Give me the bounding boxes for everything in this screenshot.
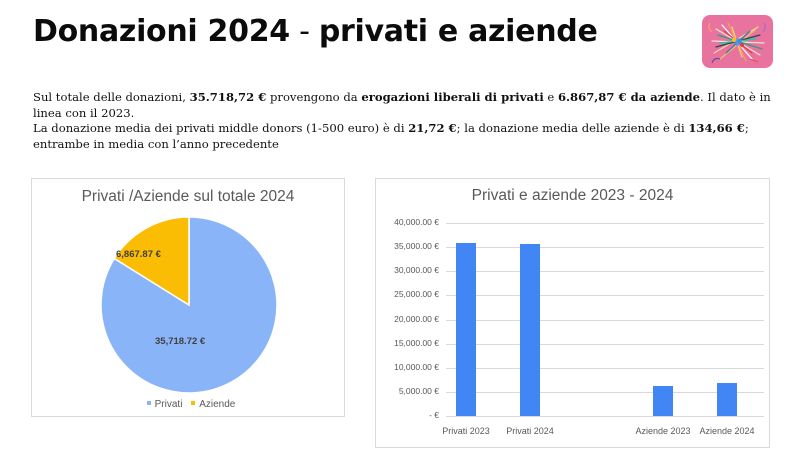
x-axis-tick-label: Privati 2024 bbox=[506, 426, 554, 436]
gridline bbox=[446, 368, 764, 369]
pie-legend: Privati Aziende bbox=[32, 399, 344, 410]
gridline bbox=[446, 223, 764, 224]
mikado-sticks-logo-icon bbox=[702, 15, 773, 68]
text: provengono da bbox=[266, 90, 362, 104]
y-axis-tick-label: 20,000.00 € bbox=[394, 314, 439, 324]
gridline bbox=[446, 271, 764, 272]
pie-label-aziende: 6,867.87 € bbox=[116, 249, 161, 260]
text: . Il dato è in linea con il 2023. bbox=[33, 90, 771, 120]
pie-slice-aziende bbox=[113, 216, 190, 307]
bar-chart: Privati e aziende 2023 - 2024 40,000.00 … bbox=[375, 178, 770, 448]
intro-paragraph-1: Sul totale delle donazioni, 35.718,72 € … bbox=[33, 90, 783, 121]
text: La donazione media dei privati middle do… bbox=[33, 121, 409, 135]
text: ; entrambe in media con l’anno precedent… bbox=[33, 121, 749, 151]
legend-label-aziende: Aziende bbox=[199, 399, 236, 410]
y-axis-tick-label: 25,000.00 € bbox=[394, 289, 439, 299]
text: Sul totale delle donazioni, bbox=[33, 90, 190, 104]
text: e bbox=[543, 90, 558, 104]
gridline bbox=[446, 320, 764, 321]
bar-aziende-2024 bbox=[717, 383, 737, 416]
pie-chart: Privati /Aziende sul totale 2024 6,867.8… bbox=[31, 178, 345, 417]
y-axis-tick-label: 10,000.00 € bbox=[394, 362, 439, 372]
legend-label-privati: Privati bbox=[154, 399, 183, 410]
pie-chart-title: Privati /Aziende sul totale 2024 bbox=[81, 188, 295, 205]
title-main: Donazioni 2024 bbox=[33, 14, 290, 49]
gridline bbox=[446, 247, 764, 248]
gridline bbox=[446, 416, 764, 417]
x-axis-tick-label: Aziende 2024 bbox=[699, 426, 755, 436]
legend-swatch-aziende bbox=[191, 401, 196, 406]
y-axis-tick-label: - € bbox=[429, 410, 439, 420]
y-axis-tick-label: 40,000.00 € bbox=[394, 217, 439, 227]
title-sub: privati e aziende bbox=[318, 14, 598, 49]
gridline bbox=[446, 392, 764, 393]
page-title: Donazioni 2024 - privati e aziende bbox=[33, 14, 598, 49]
y-axis-tick-label: 5,000.00 € bbox=[398, 386, 439, 396]
aziende-average-highlight: 134,66 € bbox=[688, 121, 745, 135]
privati-highlight: erogazioni liberali di privati bbox=[361, 90, 544, 104]
aziende-total-highlight: 6.867,87 € da aziende bbox=[557, 90, 701, 104]
bar-privati-2024 bbox=[520, 244, 540, 416]
intro-paragraph-2: La donazione media dei privati middle do… bbox=[33, 121, 783, 152]
pie-chart-plot bbox=[100, 216, 278, 394]
bar-privati-2023 bbox=[456, 243, 476, 416]
title-dash: - bbox=[289, 14, 319, 49]
y-axis-tick-label: 35,000.00 € bbox=[394, 241, 439, 251]
text: ; la donazione media delle aziende è di bbox=[456, 121, 689, 135]
privati-total-highlight: 35.718,72 € bbox=[189, 90, 267, 104]
intro-text: Sul totale delle donazioni, 35.718,72 € … bbox=[33, 90, 783, 152]
legend-swatch-privati bbox=[146, 401, 151, 406]
gridline bbox=[446, 344, 764, 345]
y-axis-tick-label: 30,000.00 € bbox=[394, 265, 439, 275]
bar-chart-title: Privati e aziende 2023 - 2024 bbox=[471, 187, 674, 204]
privati-average-highlight: 21,72 € bbox=[408, 121, 457, 135]
y-axis-tick-label: 15,000.00 € bbox=[394, 338, 439, 348]
gridline bbox=[446, 295, 764, 296]
bar-aziende-2023 bbox=[653, 386, 673, 416]
x-axis-tick-label: Privati 2023 bbox=[442, 426, 490, 436]
pie-label-privati: 35,718.72 € bbox=[155, 336, 206, 347]
x-axis-tick-label: Aziende 2023 bbox=[635, 426, 691, 436]
